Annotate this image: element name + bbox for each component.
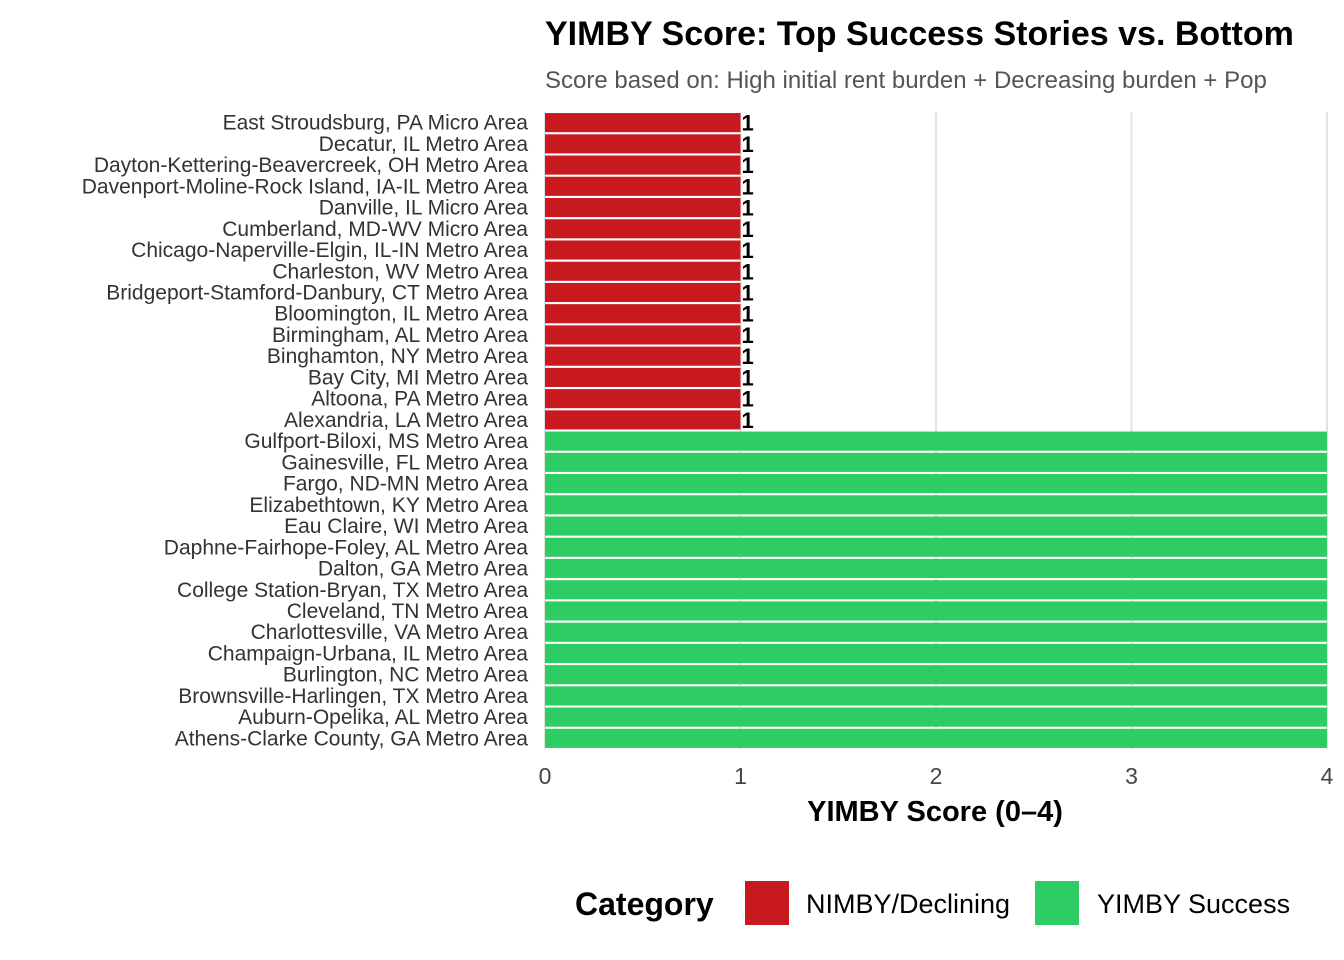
data-label: 1 [742, 408, 754, 433]
category-label: Bay City, MI Metro Area [308, 366, 528, 389]
bar [545, 219, 741, 239]
category-labels: East Stroudsburg, PA Micro AreaDecatur, … [82, 112, 529, 751]
legend-swatch-nimby [745, 881, 789, 925]
data-label: 1 [742, 344, 754, 369]
bar [545, 495, 1327, 515]
bar [545, 707, 1327, 727]
bar [545, 304, 741, 324]
x-tick-label: 4 [1321, 763, 1334, 789]
bar [545, 261, 741, 281]
bar [545, 452, 1327, 472]
category-label: Charleston, WV Metro Area [272, 260, 528, 283]
category-label: Elizabethtown, KY Metro Area [249, 494, 528, 517]
category-label: College Station-Bryan, TX Metro Area [177, 579, 528, 602]
category-label: Gulfport-Biloxi, MS Metro Area [244, 430, 528, 453]
bar [545, 558, 1327, 579]
category-label: Gainesville, FL Metro Area [281, 451, 528, 474]
x-tick-label: 2 [930, 763, 943, 789]
category-label: Chicago-Naperville-Elgin, IL-IN Metro Ar… [131, 239, 528, 262]
data-label: 1 [742, 365, 754, 390]
bar [545, 537, 1327, 557]
bar [545, 155, 741, 175]
legend-label-nimby: NIMBY/Declining [806, 889, 1010, 919]
bar [545, 134, 741, 154]
legend-title: Category [575, 886, 714, 922]
data-label: 1 [742, 153, 754, 178]
category-label: Champaign-Urbana, IL Metro Area [208, 642, 529, 665]
category-label: Daphne-Fairhope-Foley, AL Metro Area [164, 536, 529, 559]
chart-title: YIMBY Score: Top Success Stories vs. Bot… [545, 15, 1294, 53]
data-label: 1 [742, 132, 754, 157]
category-label: Eau Claire, WI Metro Area [284, 515, 528, 538]
x-tick-label: 1 [734, 763, 747, 789]
category-label: Fargo, ND-MN Metro Area [283, 473, 528, 496]
data-label: 1 [742, 174, 754, 199]
legend-swatch-yimby [1035, 881, 1079, 925]
bar [545, 197, 741, 218]
category-label: Auburn-Opelika, AL Metro Area [238, 706, 528, 729]
category-label: Dalton, GA Metro Area [318, 558, 528, 581]
data-label: 1 [742, 238, 754, 263]
bar [545, 346, 741, 366]
bar [545, 325, 741, 345]
bar [545, 686, 1327, 706]
category-label: Brownsville-Harlingen, TX Metro Area [178, 685, 528, 708]
bar [545, 240, 741, 260]
bars [545, 113, 1327, 748]
data-label: 1 [742, 196, 754, 221]
data-label: 1 [742, 323, 754, 348]
legend: Category NIMBY/Declining YIMBY Success [575, 881, 1290, 925]
data-label: 1 [742, 387, 754, 412]
data-label: 1 [742, 217, 754, 242]
legend-label-yimby: YIMBY Success [1097, 889, 1290, 919]
x-tick-label: 3 [1125, 763, 1138, 789]
bar [545, 113, 741, 133]
bar [545, 367, 741, 387]
bar [545, 431, 1327, 451]
category-label: Burlington, NC Metro Area [283, 664, 528, 687]
category-label: Alexandria, LA Metro Area [284, 409, 528, 432]
bar [545, 474, 1327, 494]
grid [544, 112, 1328, 749]
category-label: Cleveland, TN Metro Area [287, 600, 529, 623]
category-label: Davenport-Moline-Rock Island, IA-IL Metr… [82, 175, 529, 198]
bar [545, 601, 1327, 621]
category-label: Bridgeport-Stamford-Danbury, CT Metro Ar… [106, 281, 528, 304]
bar [545, 176, 741, 196]
category-label: Birmingham, AL Metro Area [272, 324, 528, 347]
bar [545, 580, 1327, 600]
bar [545, 622, 1327, 642]
bar [545, 282, 741, 303]
data-label: 1 [742, 280, 754, 305]
chart-subtitle: Score based on: High initial rent burden… [545, 67, 1267, 94]
category-label: Charlottesville, VA Metro Area [251, 621, 529, 644]
category-label: Binghamton, NY Metro Area [267, 345, 528, 368]
category-label: East Stroudsburg, PA Micro Area [223, 112, 529, 135]
x-tick-label: 0 [539, 763, 552, 789]
bar [545, 728, 1327, 748]
category-label: Danville, IL Micro Area [319, 197, 529, 220]
category-label: Decatur, IL Metro Area [319, 133, 529, 156]
bar [545, 665, 1327, 685]
data-label: 1 [742, 111, 754, 136]
data-label: 1 [742, 259, 754, 284]
bar [545, 516, 1327, 536]
x-axis-ticks: 0 1 2 3 4 [539, 763, 1334, 789]
category-label: Cumberland, MD-WV Micro Area [222, 218, 528, 241]
bar [545, 389, 741, 409]
category-label: Altoona, PA Metro Area [311, 388, 528, 411]
data-label: 1 [742, 302, 754, 327]
category-label: Bloomington, IL Metro Area [274, 303, 528, 326]
category-label: Athens-Clarke County, GA Metro Area [175, 727, 529, 750]
bar [545, 410, 741, 430]
x-axis-title: YIMBY Score (0–4) [807, 796, 1063, 828]
bar [545, 643, 1327, 664]
category-label: Dayton-Kettering-Beavercreek, OH Metro A… [94, 154, 529, 177]
